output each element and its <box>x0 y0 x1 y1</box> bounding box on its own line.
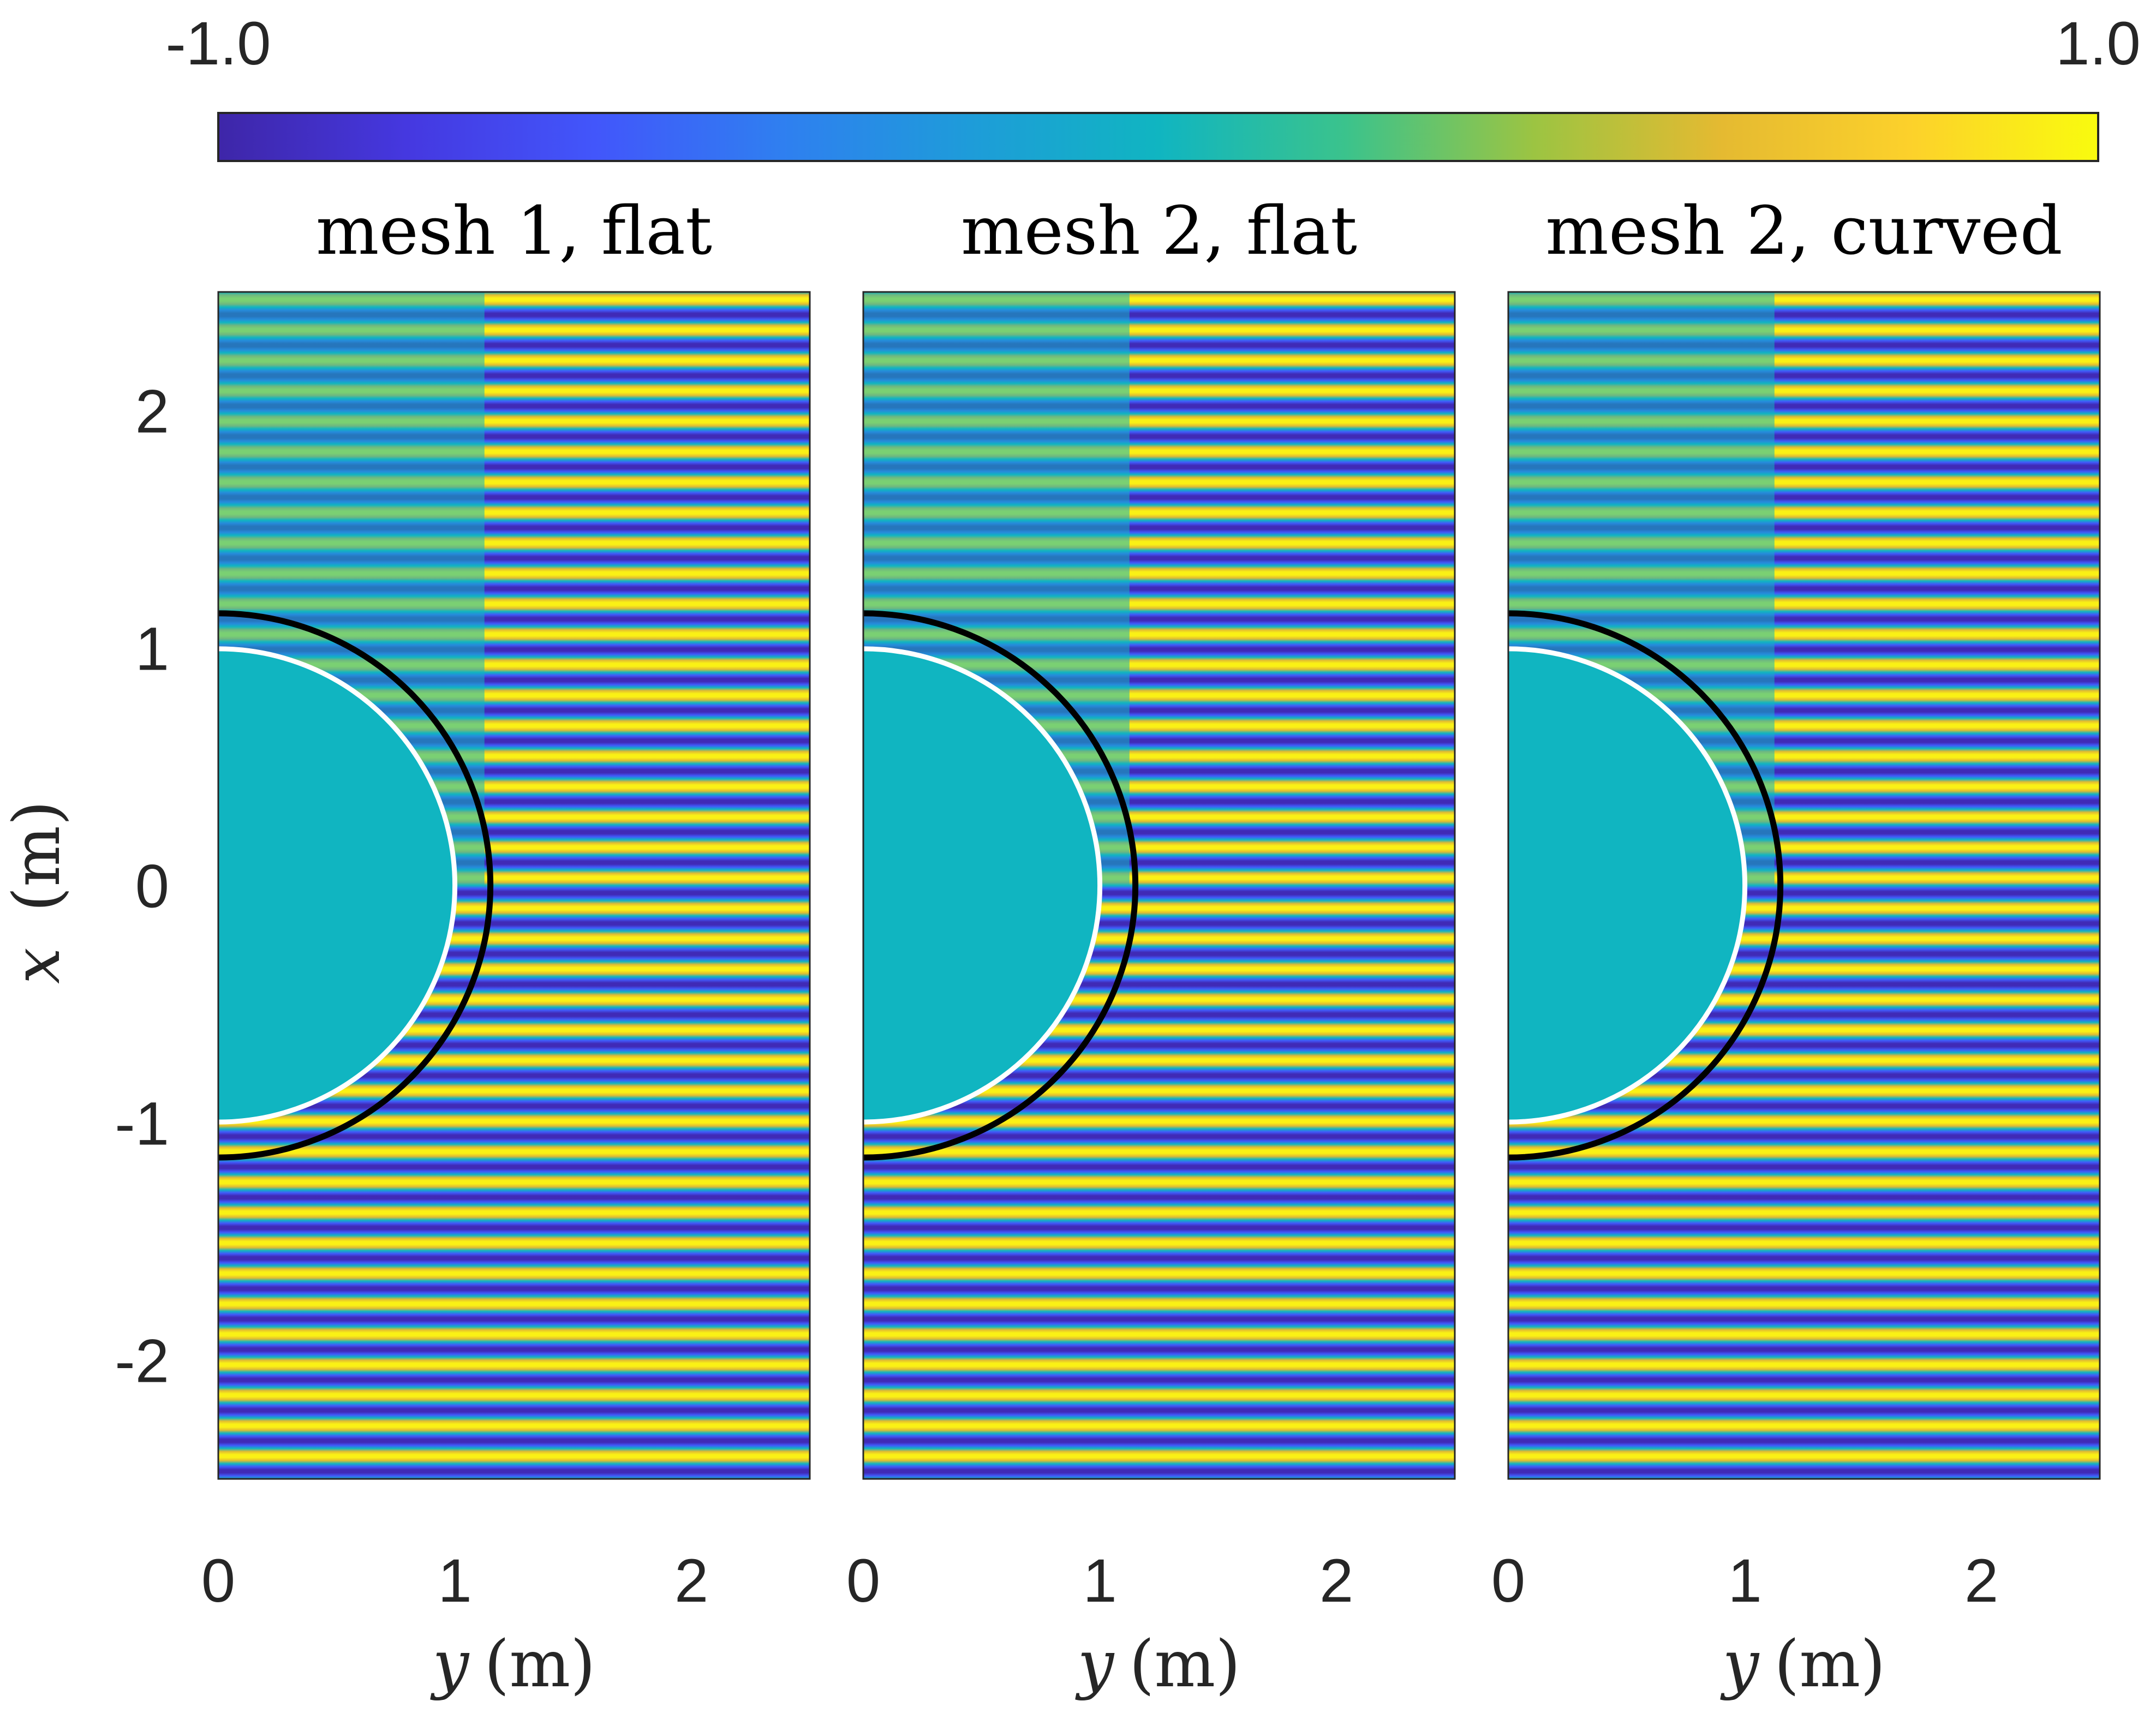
x-axis-label: y (m) <box>1075 1626 1241 1702</box>
scatterer-interior <box>1508 649 1745 1122</box>
heatmap-field <box>1508 292 2100 1479</box>
x-axis-label: y (m) <box>430 1626 596 1702</box>
colorbar-min-label: -1.0 <box>166 9 271 77</box>
colorbar: -1.0 1.0 <box>166 9 2141 162</box>
outer-boundary-circle <box>1508 610 1783 1161</box>
heatmap-field <box>218 292 810 1479</box>
shared-y-axis-label: x (m) <box>0 801 74 984</box>
x-tick-label: 1 <box>1728 1547 1761 1615</box>
y-tick-label: 1 <box>135 615 169 683</box>
y-tick-label: -2 <box>115 1327 169 1395</box>
x-tick-label: 1 <box>438 1547 471 1615</box>
axes-frame <box>217 291 811 1480</box>
y-tick-label: 2 <box>135 378 169 446</box>
x-tick-label: 2 <box>674 1547 708 1615</box>
panel-2: mesh 2, flat 0 1 2 y (m) <box>846 192 1456 1702</box>
y-tick-label: 0 <box>135 852 169 921</box>
colorbar-gradient <box>217 112 2099 162</box>
x-tick-label: 1 <box>1083 1547 1116 1615</box>
outer-boundary-circle <box>218 610 493 1161</box>
x-tick-label: 2 <box>1319 1547 1353 1615</box>
x-tick-label: 0 <box>201 1547 235 1615</box>
x-axis-label: y (m) <box>1720 1626 1886 1702</box>
heatmap-field <box>863 292 1455 1479</box>
y-tick-label: -1 <box>115 1090 169 1158</box>
panel-title: mesh 2, flat <box>961 192 1357 270</box>
inner-boundary-circle <box>1508 646 1747 1125</box>
panel-title: mesh 1, flat <box>316 192 712 270</box>
panel-3: mesh 2, curved 0 1 2 y (m) <box>1491 192 2101 1702</box>
scatterer-interior <box>863 649 1100 1122</box>
inner-boundary-circle <box>218 646 457 1125</box>
y-axis-unit: (m) <box>0 801 74 912</box>
x-tick-label: 0 <box>1491 1547 1525 1615</box>
x-tick-label: 0 <box>846 1547 880 1615</box>
panel-1: mesh 1, flat 0 1 2 y (m) <box>201 192 811 1702</box>
y-tick-labels: 2 1 0 -1 -2 <box>115 378 169 1395</box>
x-tick-label: 2 <box>1964 1547 1998 1615</box>
axes-frame <box>1507 291 2101 1480</box>
scatterer-interior <box>218 649 455 1122</box>
y-axis-variable: x <box>0 947 74 984</box>
svg-text:x (m): x (m) <box>0 801 74 984</box>
axes-frame <box>862 291 1456 1480</box>
panel-title: mesh 2, curved <box>1545 192 2062 270</box>
colorbar-max-label: 1.0 <box>2056 9 2141 77</box>
outer-boundary-circle <box>863 610 1138 1161</box>
